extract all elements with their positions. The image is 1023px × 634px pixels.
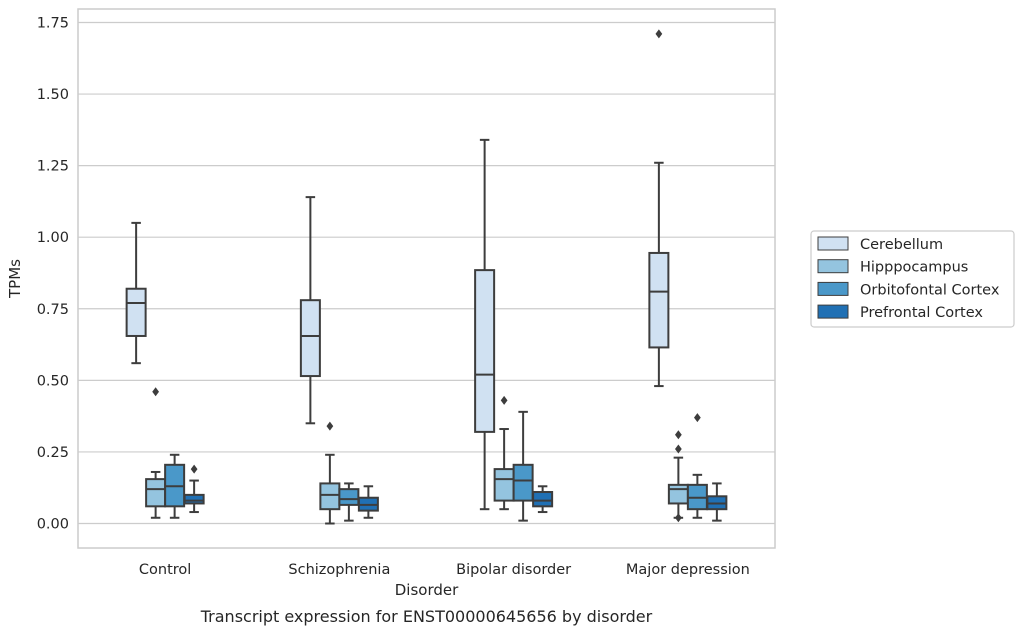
x-tick-label: Major depression (626, 562, 750, 578)
box-body (145, 478, 167, 508)
outlier-point (152, 387, 159, 397)
box-body (667, 483, 689, 505)
outlier-point (655, 29, 663, 39)
legend-swatch (817, 236, 849, 251)
box-0-2 (164, 453, 186, 519)
box-3-1 (667, 430, 689, 523)
box-0-0 (125, 221, 147, 365)
y-tick-label: 0.25 (37, 445, 69, 461)
outlier-point (190, 464, 198, 474)
box-3-3 (706, 482, 728, 522)
legend-swatch (817, 259, 849, 274)
legend: Cerebellum Hipppocampus Orbitofontal Corte… (810, 230, 1015, 328)
y-tick-label: 1.00 (37, 230, 69, 246)
box-0-1 (145, 387, 167, 519)
chart-caption: Transcript expression for ENST0000064565… (200, 607, 653, 626)
x-tick-label: Schizophrenia (288, 562, 390, 578)
box-2-0 (474, 138, 496, 511)
outlier-point (675, 444, 682, 454)
legend-label: Cerebellum (860, 237, 943, 253)
y-tick-label: 1.50 (37, 87, 69, 103)
box-1-2 (338, 482, 360, 522)
x-tick-label: Control (139, 562, 191, 578)
y-axis-label: TPMs (6, 259, 24, 299)
box-body (299, 299, 321, 378)
box-0-3 (183, 464, 205, 514)
x-axis-label: Disorder (395, 581, 459, 599)
box-1-1 (319, 421, 341, 525)
box-2-2 (512, 410, 534, 522)
box-body (493, 468, 515, 502)
box-body (532, 491, 554, 508)
legend-swatch (817, 304, 849, 319)
legend-swatch (817, 281, 849, 296)
legend-label: Orbitofontal Cortex (860, 282, 1000, 298)
y-tick-label: 0.50 (37, 373, 69, 389)
outlier-point (326, 421, 334, 431)
y-tick-label: 1.75 (37, 15, 69, 31)
plot-area (125, 29, 728, 525)
box-1-0 (299, 196, 321, 425)
outlier-point (694, 413, 701, 423)
grid-lines (78, 21, 775, 525)
outlier-point (675, 430, 682, 440)
box-3-2 (686, 413, 708, 519)
box-body (512, 463, 534, 502)
box-body (474, 269, 496, 433)
box-body (183, 493, 205, 505)
axes-frame (77, 8, 776, 549)
x-axis-ticks: Control Schizophrenia Bipolar disorder Majo… (139, 562, 750, 578)
y-tick-label: 1.25 (37, 159, 69, 175)
box-body (319, 482, 341, 511)
box-2-3 (532, 485, 554, 514)
y-tick-label: 0.75 (37, 302, 69, 318)
box-body (338, 488, 360, 506)
box-2-1 (493, 395, 515, 511)
box-body (648, 251, 670, 349)
outlier-point (675, 513, 682, 523)
legend-label: Prefrontal Cortex (860, 305, 983, 321)
y-axis-ticks: 0.00 0.25 0.50 0.75 1.00 1.25 1.50 1.75 (37, 15, 69, 532)
box-1-3 (357, 485, 379, 519)
y-tick-label: 0.00 (37, 517, 69, 533)
outlier-point (500, 395, 508, 405)
box-body (125, 287, 147, 337)
box-3-0 (648, 29, 670, 388)
legend-label: Hipppocampus (860, 260, 968, 276)
legend-frame (810, 230, 1015, 328)
x-tick-label: Bipolar disorder (456, 562, 571, 578)
